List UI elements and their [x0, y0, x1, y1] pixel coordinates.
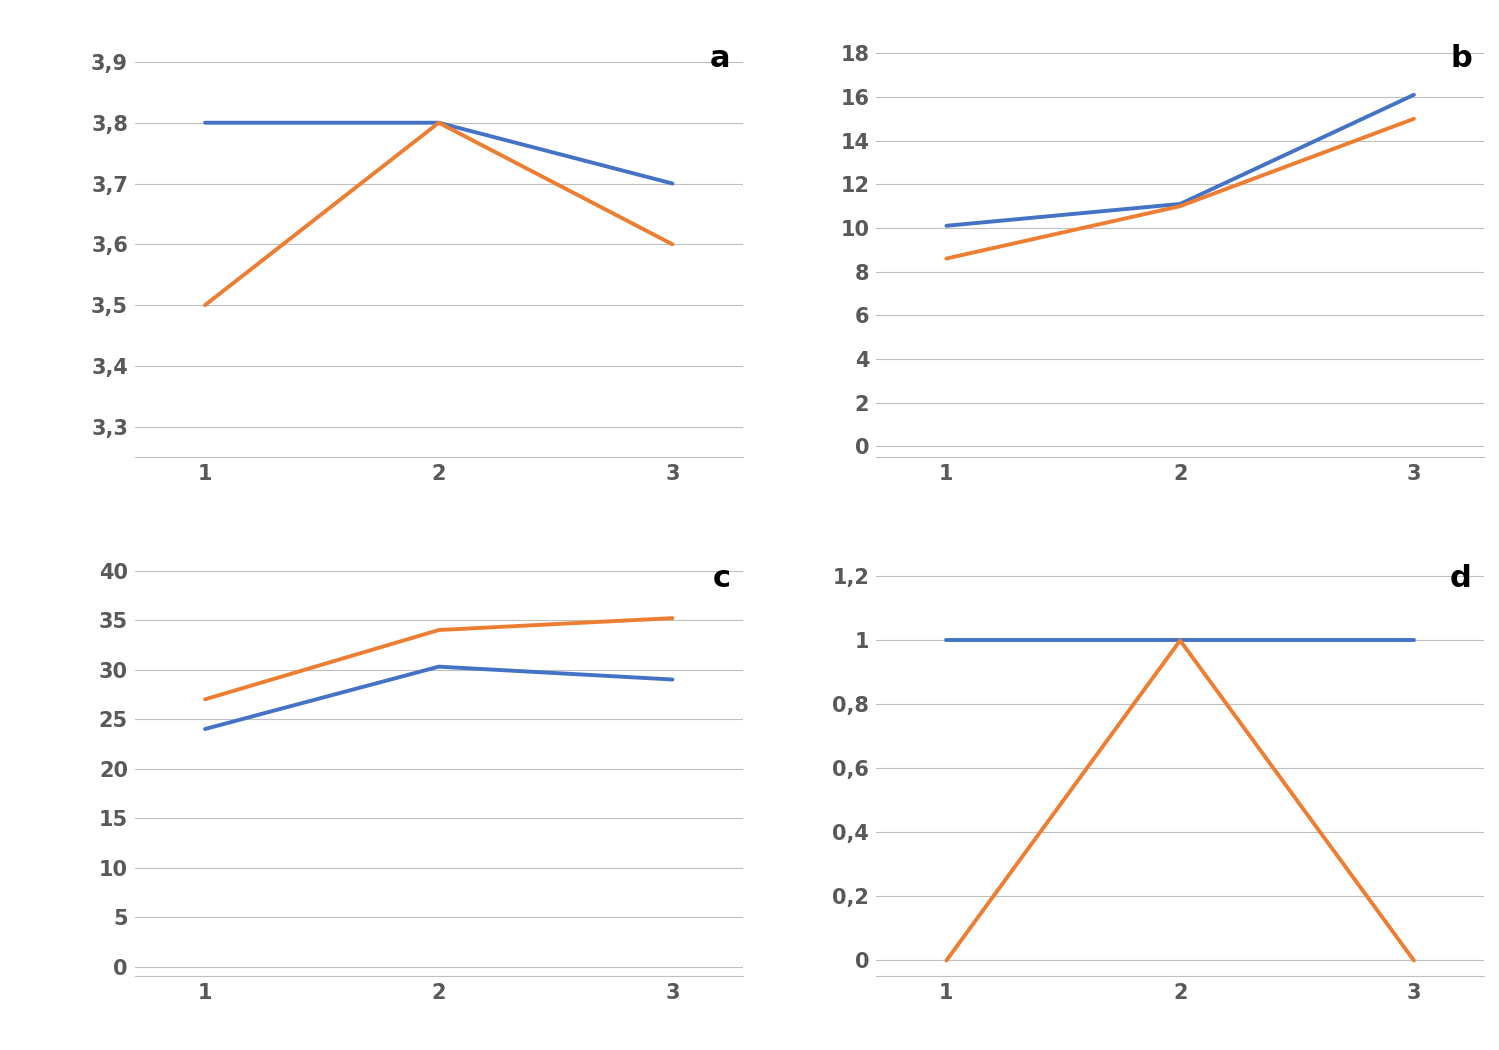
Text: d: d — [1450, 564, 1472, 592]
Text: c: c — [712, 564, 730, 592]
Text: b: b — [1450, 44, 1472, 74]
Text: a: a — [711, 44, 730, 74]
